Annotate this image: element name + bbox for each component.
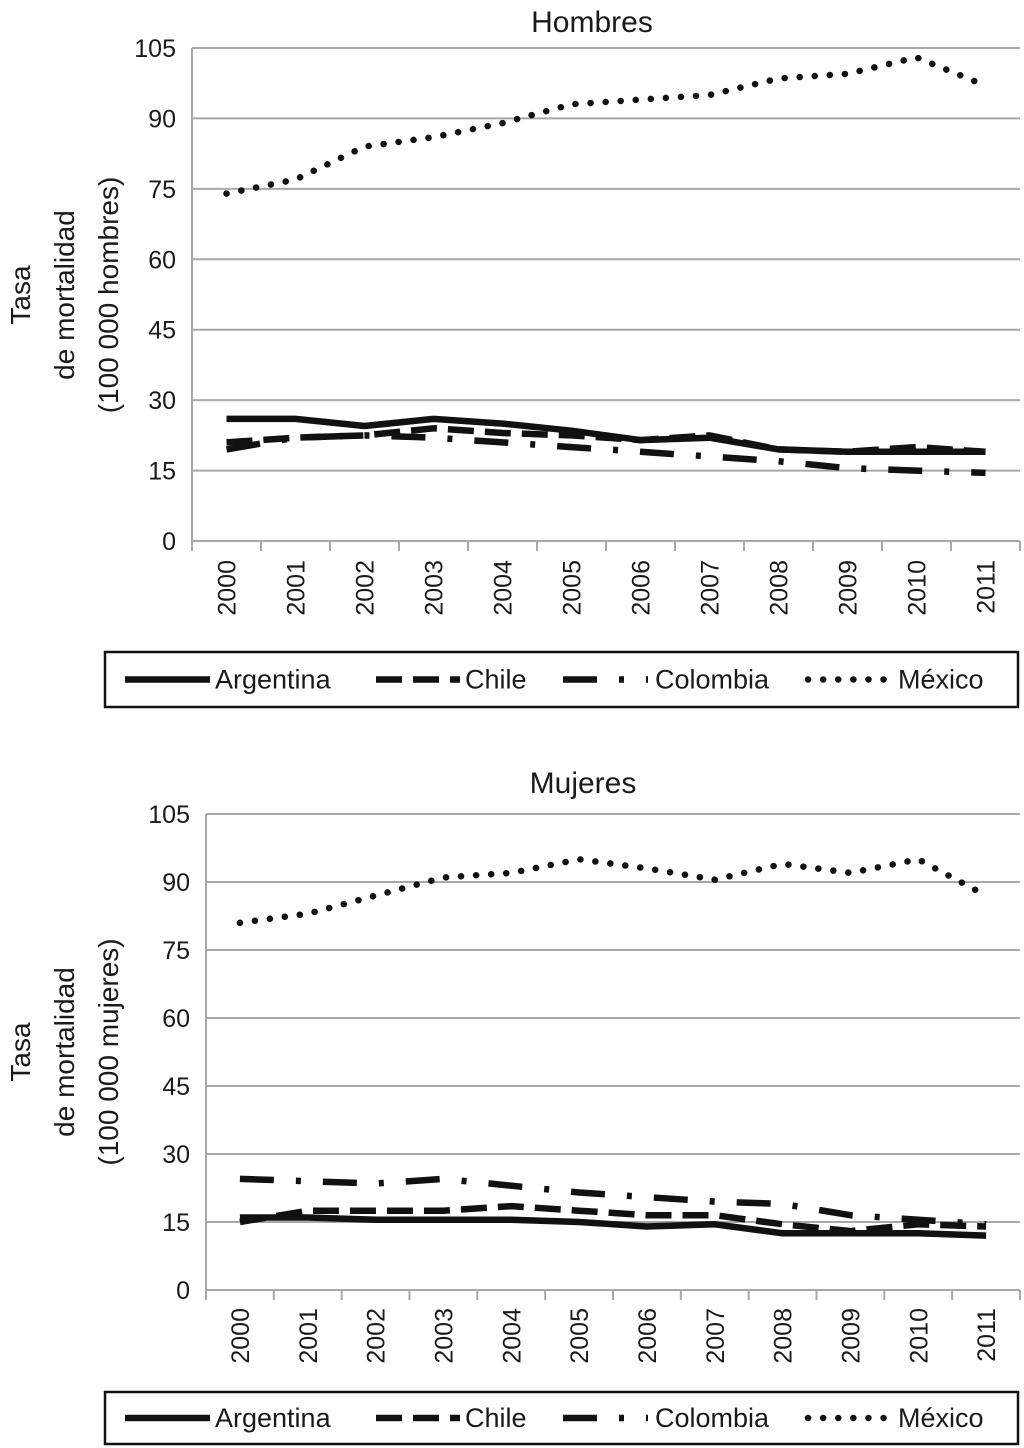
x-tick-label-2011: 2011: [973, 560, 1001, 614]
x-tick-label-2010: 2010: [904, 560, 932, 616]
y-tick-labels: 0 15 30 45 60 75 90 105: [148, 801, 190, 1305]
x-tick-label-2010: 2010: [905, 1308, 933, 1364]
y-tick-label: 0: [176, 1277, 190, 1305]
legend: Argentina Chile Colombia México: [103, 650, 1020, 709]
gridlines: [191, 47, 1021, 551]
series-lines: [236, 856, 990, 1239]
legend-label-mexico: México: [898, 1403, 984, 1433]
y-tick-label: 75: [162, 937, 190, 965]
series-line-mexico: [223, 54, 989, 197]
x-tick-labels: 2000 2001 2002 2003 2004 2005 2006 2007 2008 2009…: [214, 560, 1001, 616]
legend-label-colombia: Colombia: [655, 1403, 770, 1433]
legend-label-chile: Chile: [465, 665, 527, 695]
series-line-mexico: [236, 856, 990, 927]
y-tick-label: 60: [148, 246, 176, 274]
y-axis-label-line-1: Tasa: [5, 1022, 36, 1082]
legend: Argentina Chile Colombia México: [103, 1390, 1020, 1446]
x-tick-labels: 2000 2001 2002 2003 2004 2005 2006 2007 2008 2009…: [227, 1308, 1001, 1364]
x-tick-label-2005: 2005: [566, 1308, 594, 1364]
x-tick-label-2001: 2001: [295, 1308, 323, 1364]
x-tick-label-2001: 2001: [283, 560, 311, 616]
chart-mujeres: Mujeres Tasa de mortalidad (100 000 muje…: [5, 767, 1021, 1446]
y-tick-label: 90: [148, 105, 176, 133]
y-axis-label-line-3: (100 000 hombres): [93, 177, 124, 414]
x-tick-label-2003: 2003: [430, 1308, 458, 1364]
y-tick-label: 30: [148, 387, 176, 415]
legend-label-argentina: Argentina: [215, 665, 332, 695]
x-tick-label-2007: 2007: [697, 560, 725, 616]
legend-label-chile: Chile: [465, 1403, 527, 1433]
y-tick-label: 15: [148, 458, 176, 486]
legend-label-colombia: Colombia: [655, 665, 770, 695]
x-tick-label-2009: 2009: [835, 560, 863, 616]
x-tick-label-2002: 2002: [363, 1308, 391, 1364]
x-tick-label-2011: 2011: [973, 1308, 1001, 1362]
y-axis-label-line-1: Tasa: [5, 265, 36, 325]
x-tick-label-2005: 2005: [559, 560, 587, 616]
x-tick-label-2006: 2006: [634, 1308, 662, 1364]
y-tick-label: 45: [162, 1073, 190, 1101]
series-line-chile: [239, 1202, 987, 1235]
y-axis-label-line-3: (100 000 mujeres): [93, 938, 124, 1165]
y-axis-label-line-2: de mortalidad: [49, 210, 80, 380]
y-tick-labels: 0 15 30 45 60 75 90 105: [134, 35, 176, 556]
x-tick-label-2006: 2006: [628, 560, 656, 616]
gridlines: [205, 813, 1021, 1300]
x-tick-label-2003: 2003: [421, 560, 449, 616]
y-tick-label: 75: [148, 176, 176, 204]
x-tick-label-2004: 2004: [498, 1308, 526, 1364]
chart-hombres: Hombres Tasa de mortalidad (100 000 homb…: [5, 6, 1021, 709]
y-tick-label: 30: [162, 1141, 190, 1169]
y-tick-label: 0: [162, 528, 176, 556]
x-tick-label-2004: 2004: [490, 560, 518, 616]
y-tick-label: 45: [148, 317, 176, 345]
chart-title: Mujeres: [530, 767, 637, 800]
x-tick-label-2002: 2002: [352, 560, 380, 616]
x-tick-label-2008: 2008: [770, 1308, 798, 1364]
series-lines: [223, 54, 989, 477]
x-tick-label-2000: 2000: [214, 560, 242, 616]
series-line-argentina: [239, 1214, 987, 1239]
series-line-chile: [226, 425, 986, 456]
x-tick-label-2009: 2009: [837, 1308, 865, 1364]
x-tick-label-2000: 2000: [227, 1308, 255, 1364]
y-tick-label: 105: [148, 801, 190, 829]
y-tick-label: 105: [134, 35, 176, 63]
y-tick-label: 60: [162, 1005, 190, 1033]
x-tick-label-2007: 2007: [702, 1308, 730, 1364]
legend-label-argentina: Argentina: [215, 1403, 332, 1433]
legend-label-mexico: México: [898, 665, 984, 695]
y-axis-label-line-2: de mortalidad: [49, 967, 80, 1137]
y-tick-label: 90: [162, 869, 190, 897]
y-tick-label: 15: [162, 1209, 190, 1237]
chart-title: Hombres: [531, 6, 653, 39]
x-tick-label-2008: 2008: [766, 560, 794, 616]
